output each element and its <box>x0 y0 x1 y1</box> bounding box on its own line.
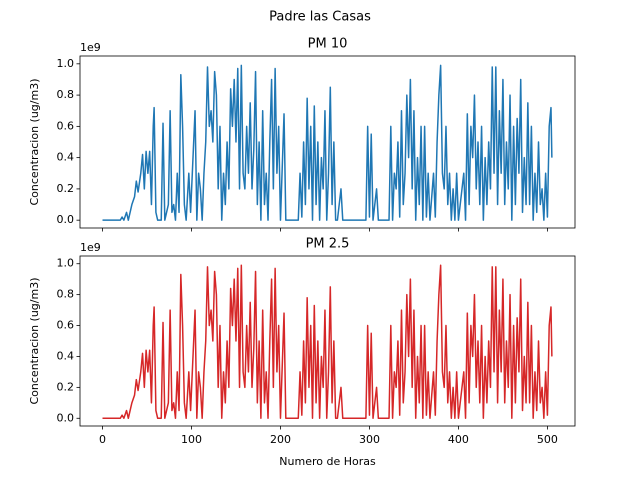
axes-title: PM 10 <box>308 37 348 52</box>
y-tick-label: 0.2 <box>57 182 75 195</box>
x-axis-label: Numero de Horas <box>279 455 376 468</box>
x-tick-label: 200 <box>270 433 291 446</box>
y-axis-label: Concentracion (ug/m3) <box>28 277 41 404</box>
offset-label: 1e9 <box>80 41 101 54</box>
y-axis-label: Concentracion (ug/m3) <box>28 78 41 205</box>
axes-frame <box>79 255 576 427</box>
x-tick-label: 300 <box>359 433 380 446</box>
y-tick-label: 1.0 <box>57 57 75 70</box>
x-tick-label: 0 <box>99 433 106 446</box>
x-tick-label: 400 <box>448 433 469 446</box>
data-line <box>102 264 553 420</box>
y-tick-label: 0.0 <box>57 411 75 424</box>
axes-title: PM 2.5 <box>306 237 350 252</box>
y-tick-label: 0.2 <box>57 380 75 393</box>
x-tick-label: 100 <box>181 433 202 446</box>
y-tick-label: 0.0 <box>57 213 75 226</box>
y-tick-label: 0.8 <box>57 288 75 301</box>
y-tick-label: 1.0 <box>57 257 75 270</box>
figure-title: Padre las Casas <box>269 10 371 25</box>
x-tick-label: 500 <box>537 433 558 446</box>
data-line <box>102 64 553 221</box>
y-tick-label: 0.8 <box>57 88 75 101</box>
axes-frame <box>79 55 576 229</box>
y-tick-label: 0.4 <box>57 151 75 164</box>
offset-label: 1e9 <box>80 241 101 254</box>
y-tick-label: 0.6 <box>57 119 75 132</box>
y-tick-label: 0.6 <box>57 319 75 332</box>
y-tick-label: 0.4 <box>57 349 75 362</box>
